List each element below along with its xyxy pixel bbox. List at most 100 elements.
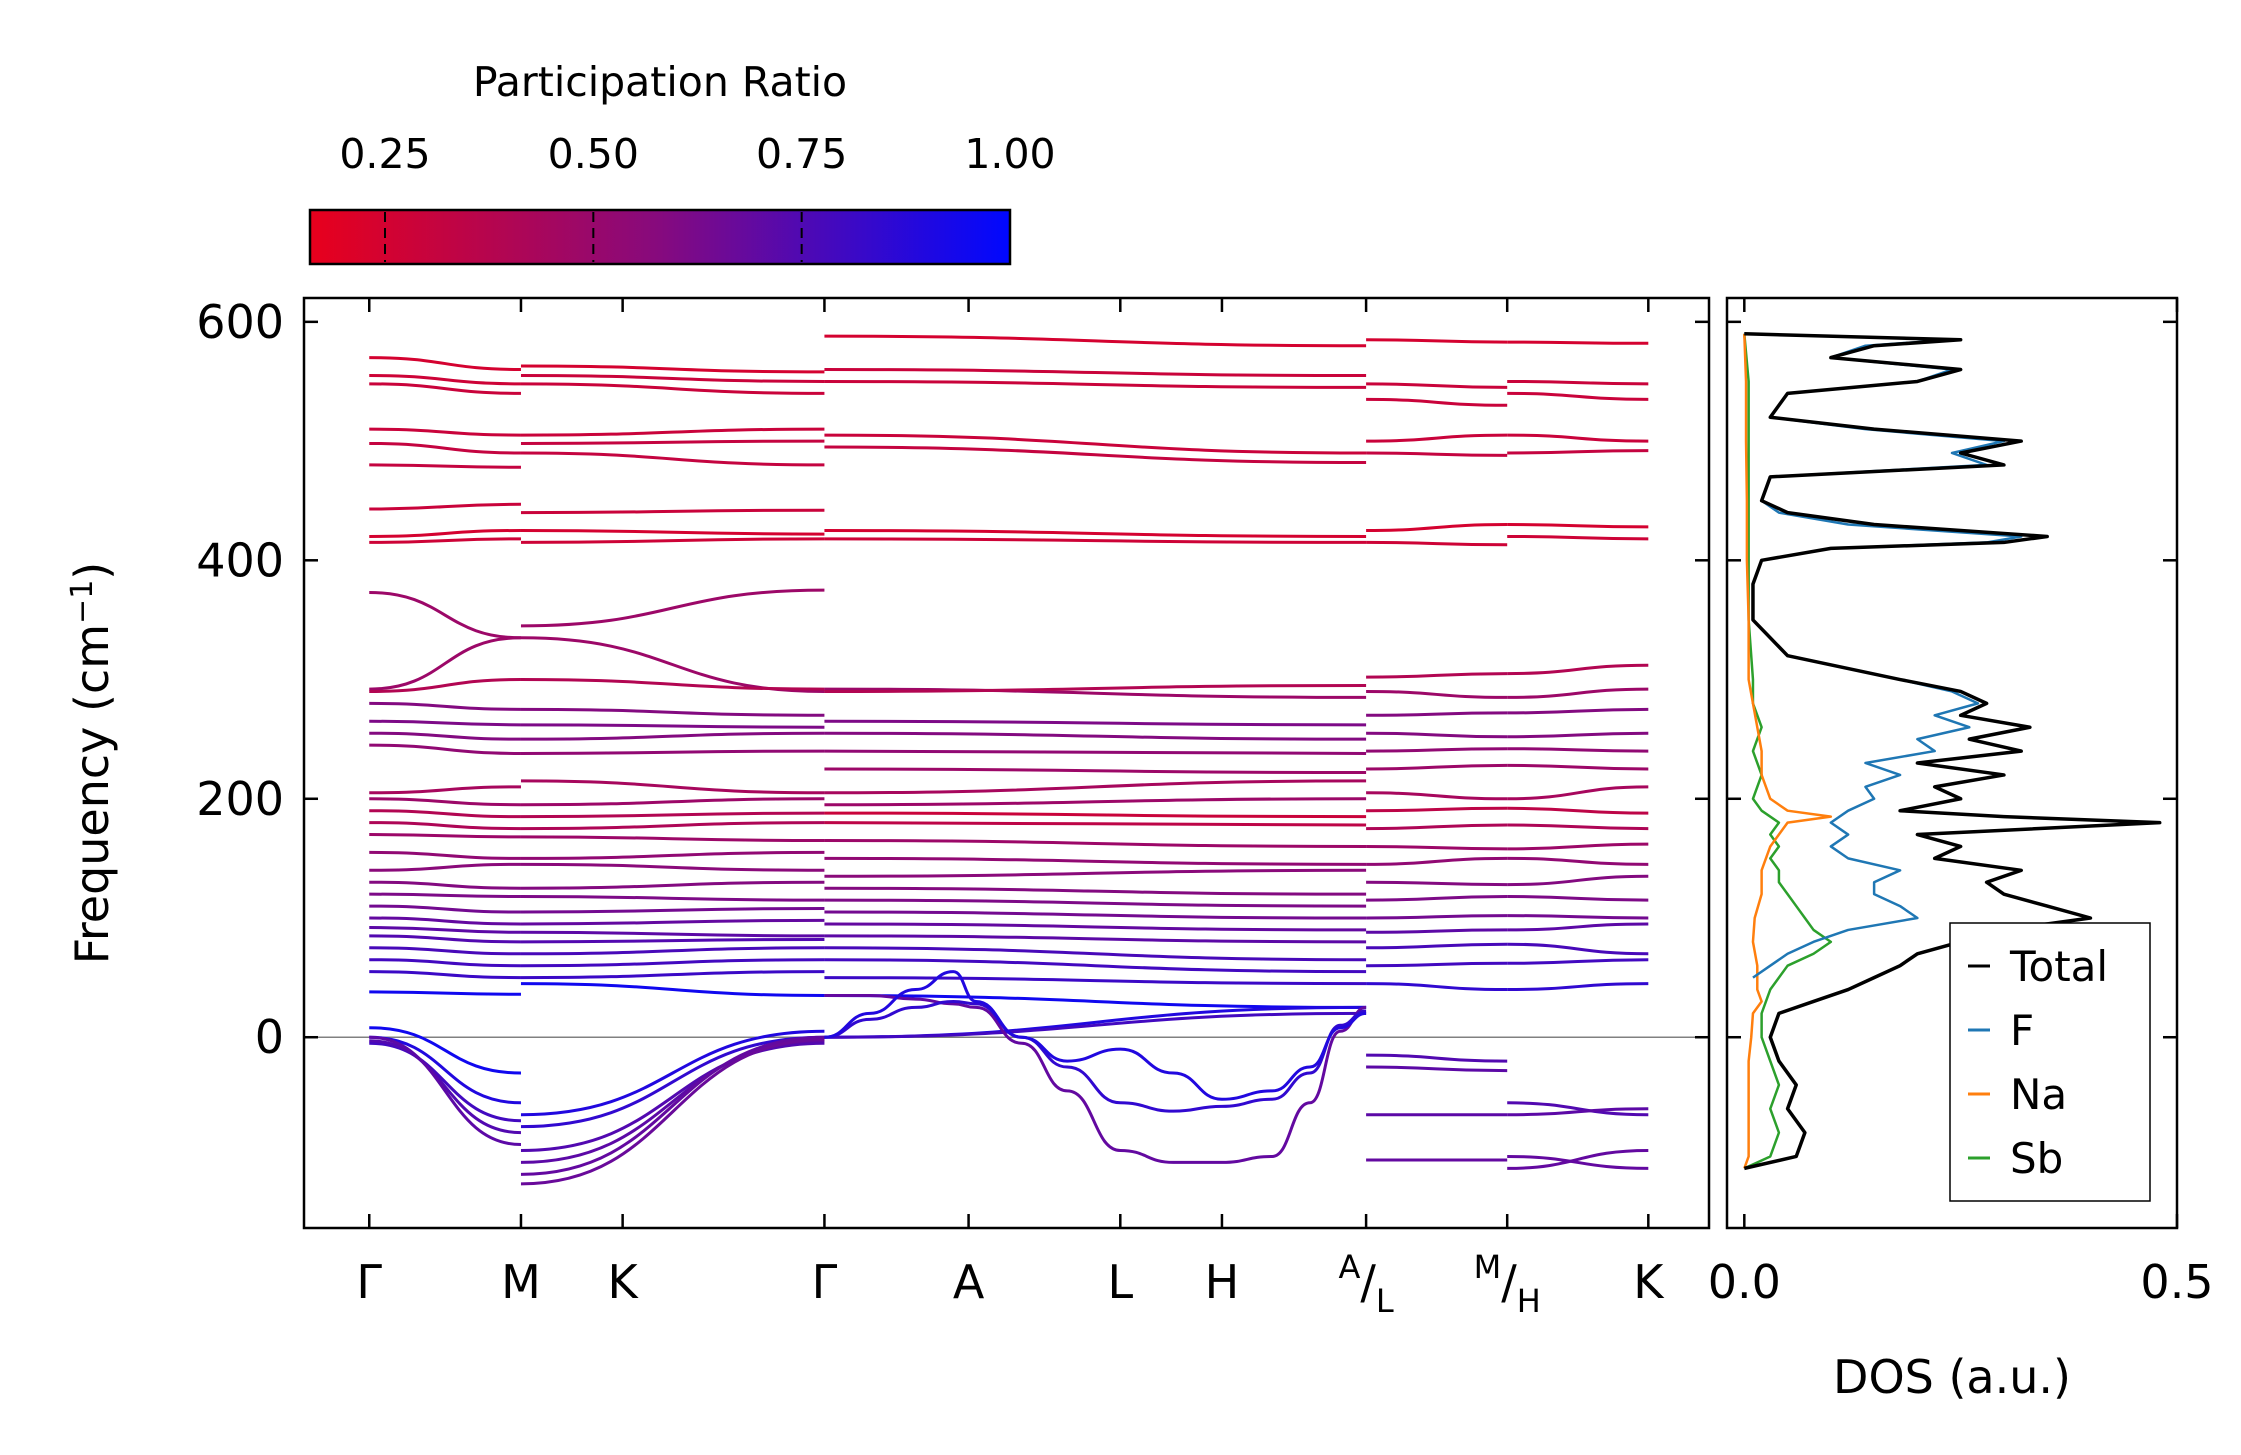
phonon-band (824, 687, 1367, 699)
phonon-band (520, 821, 825, 831)
phonon-band (1366, 856, 1508, 866)
phonon-band (824, 537, 1367, 544)
phonon-band (1366, 982, 1508, 992)
phonon-band (369, 731, 521, 741)
phonon-band (520, 451, 825, 467)
colorbar-tick-label: 0.75 (756, 130, 847, 178)
legend: Total F Na Sb (1949, 922, 2151, 1202)
phonon-band (824, 994, 1367, 1009)
legend-label-f: F (2010, 1006, 2034, 1055)
k-point-label: K (608, 1255, 640, 1309)
dos-panel: 0.0 0.5 DOS (a.u.) Total F Na Sb (1708, 296, 2214, 1404)
k-point-label: M (501, 1255, 541, 1309)
phonon-band (1366, 731, 1508, 739)
band-structure-panel: 0 200 400 600 Γ M K Γ A L H A/L M/H K Frequency (cm−… (65, 295, 1711, 1320)
phonon-band (520, 906, 825, 914)
phonon-band (1507, 958, 1649, 965)
phonon-band (1366, 451, 1508, 457)
phonon-band (824, 433, 1367, 455)
phonon-band (520, 537, 825, 544)
phonon-band (369, 636, 521, 691)
phonon-band (1366, 763, 1508, 771)
phonon-band (520, 1039, 825, 1164)
phonon-band (520, 937, 825, 944)
phonon-band (824, 684, 1367, 693)
phonon-band (520, 364, 825, 374)
dos-x-tick-label: 0.0 (1708, 1255, 1781, 1309)
legend-label-na: Na (2010, 1070, 2067, 1119)
phonon-band (520, 850, 825, 860)
phonon-band (1366, 928, 1508, 934)
phonon-band (1366, 523, 1508, 532)
phonon-band (824, 999, 1367, 1113)
phonon-band (369, 441, 521, 455)
phonon-band (369, 862, 521, 872)
phonon-band (1507, 1149, 1649, 1170)
phonon-band (1507, 663, 1649, 676)
phonon-band (369, 719, 521, 727)
phonon-band (520, 958, 825, 968)
phonon-band (520, 529, 825, 536)
phonon-band (369, 1039, 521, 1135)
legend-label-total: Total (2009, 942, 2108, 991)
phonon-band (1366, 791, 1508, 801)
phonon-band (824, 946, 1367, 962)
phonon-band (824, 898, 1367, 908)
k-point-label: Γ (812, 1255, 838, 1309)
phonon-band (1366, 844, 1508, 851)
phonon-band (520, 811, 825, 819)
phonon-band (520, 1029, 825, 1117)
phonon-band (1507, 687, 1649, 699)
phonon-band (824, 976, 1367, 986)
phonon-band (520, 797, 825, 807)
phonon-band (369, 904, 521, 914)
phonon-band (1507, 433, 1649, 443)
colorbar-tick-label: 1.00 (964, 130, 1055, 178)
phonon-band (520, 779, 825, 795)
phonon-band (369, 502, 521, 511)
phonon-band (369, 1026, 521, 1075)
legend-label-sb: Sb (2010, 1134, 2063, 1183)
y-axis-title: Frequency (cm−1) (65, 562, 119, 965)
phonon-band (1366, 880, 1508, 887)
phonon-band (1366, 895, 1508, 902)
phonon-band (520, 1038, 825, 1186)
phonon-band (520, 707, 825, 717)
phonon-band (824, 749, 1367, 755)
phonon-band (1366, 382, 1508, 389)
phonon-band (1366, 823, 1508, 831)
phonon-band (369, 916, 521, 926)
phonon-band (369, 382, 521, 395)
legend-frame (1949, 922, 2151, 1202)
phonon-band (520, 731, 825, 741)
phonon-band (824, 970, 1367, 1101)
phonon-band (520, 880, 825, 890)
phonon-band (520, 862, 825, 872)
phonon-band (1366, 338, 1508, 344)
k-point-label: K (1633, 1255, 1665, 1309)
phonon-band (369, 1035, 521, 1147)
phonon-band (369, 374, 521, 386)
colorbar-title: Participation Ratio (473, 58, 847, 106)
phonon-band (369, 356, 521, 372)
phonon-band (824, 529, 1367, 538)
k-point-label: Γ (356, 1255, 382, 1309)
y-tick-label: 0 (255, 1010, 284, 1064)
phonon-band (369, 743, 521, 755)
phonon-band (369, 946, 521, 956)
phonon-band (1507, 914, 1649, 920)
phonon-band (369, 990, 521, 996)
phonon-band (1366, 711, 1508, 717)
phonon-band (1366, 806, 1508, 813)
phonon-band (824, 797, 1367, 807)
phonon-band (1507, 1107, 1649, 1117)
phonon-band (824, 779, 1367, 795)
phonon-band (1366, 397, 1508, 407)
phonon-band (824, 910, 1367, 920)
phonon-band (1366, 942, 1508, 950)
phonon-band (520, 382, 825, 395)
phonon-band (520, 946, 825, 956)
phonon-band (1507, 785, 1649, 801)
phonon-band (369, 591, 521, 640)
